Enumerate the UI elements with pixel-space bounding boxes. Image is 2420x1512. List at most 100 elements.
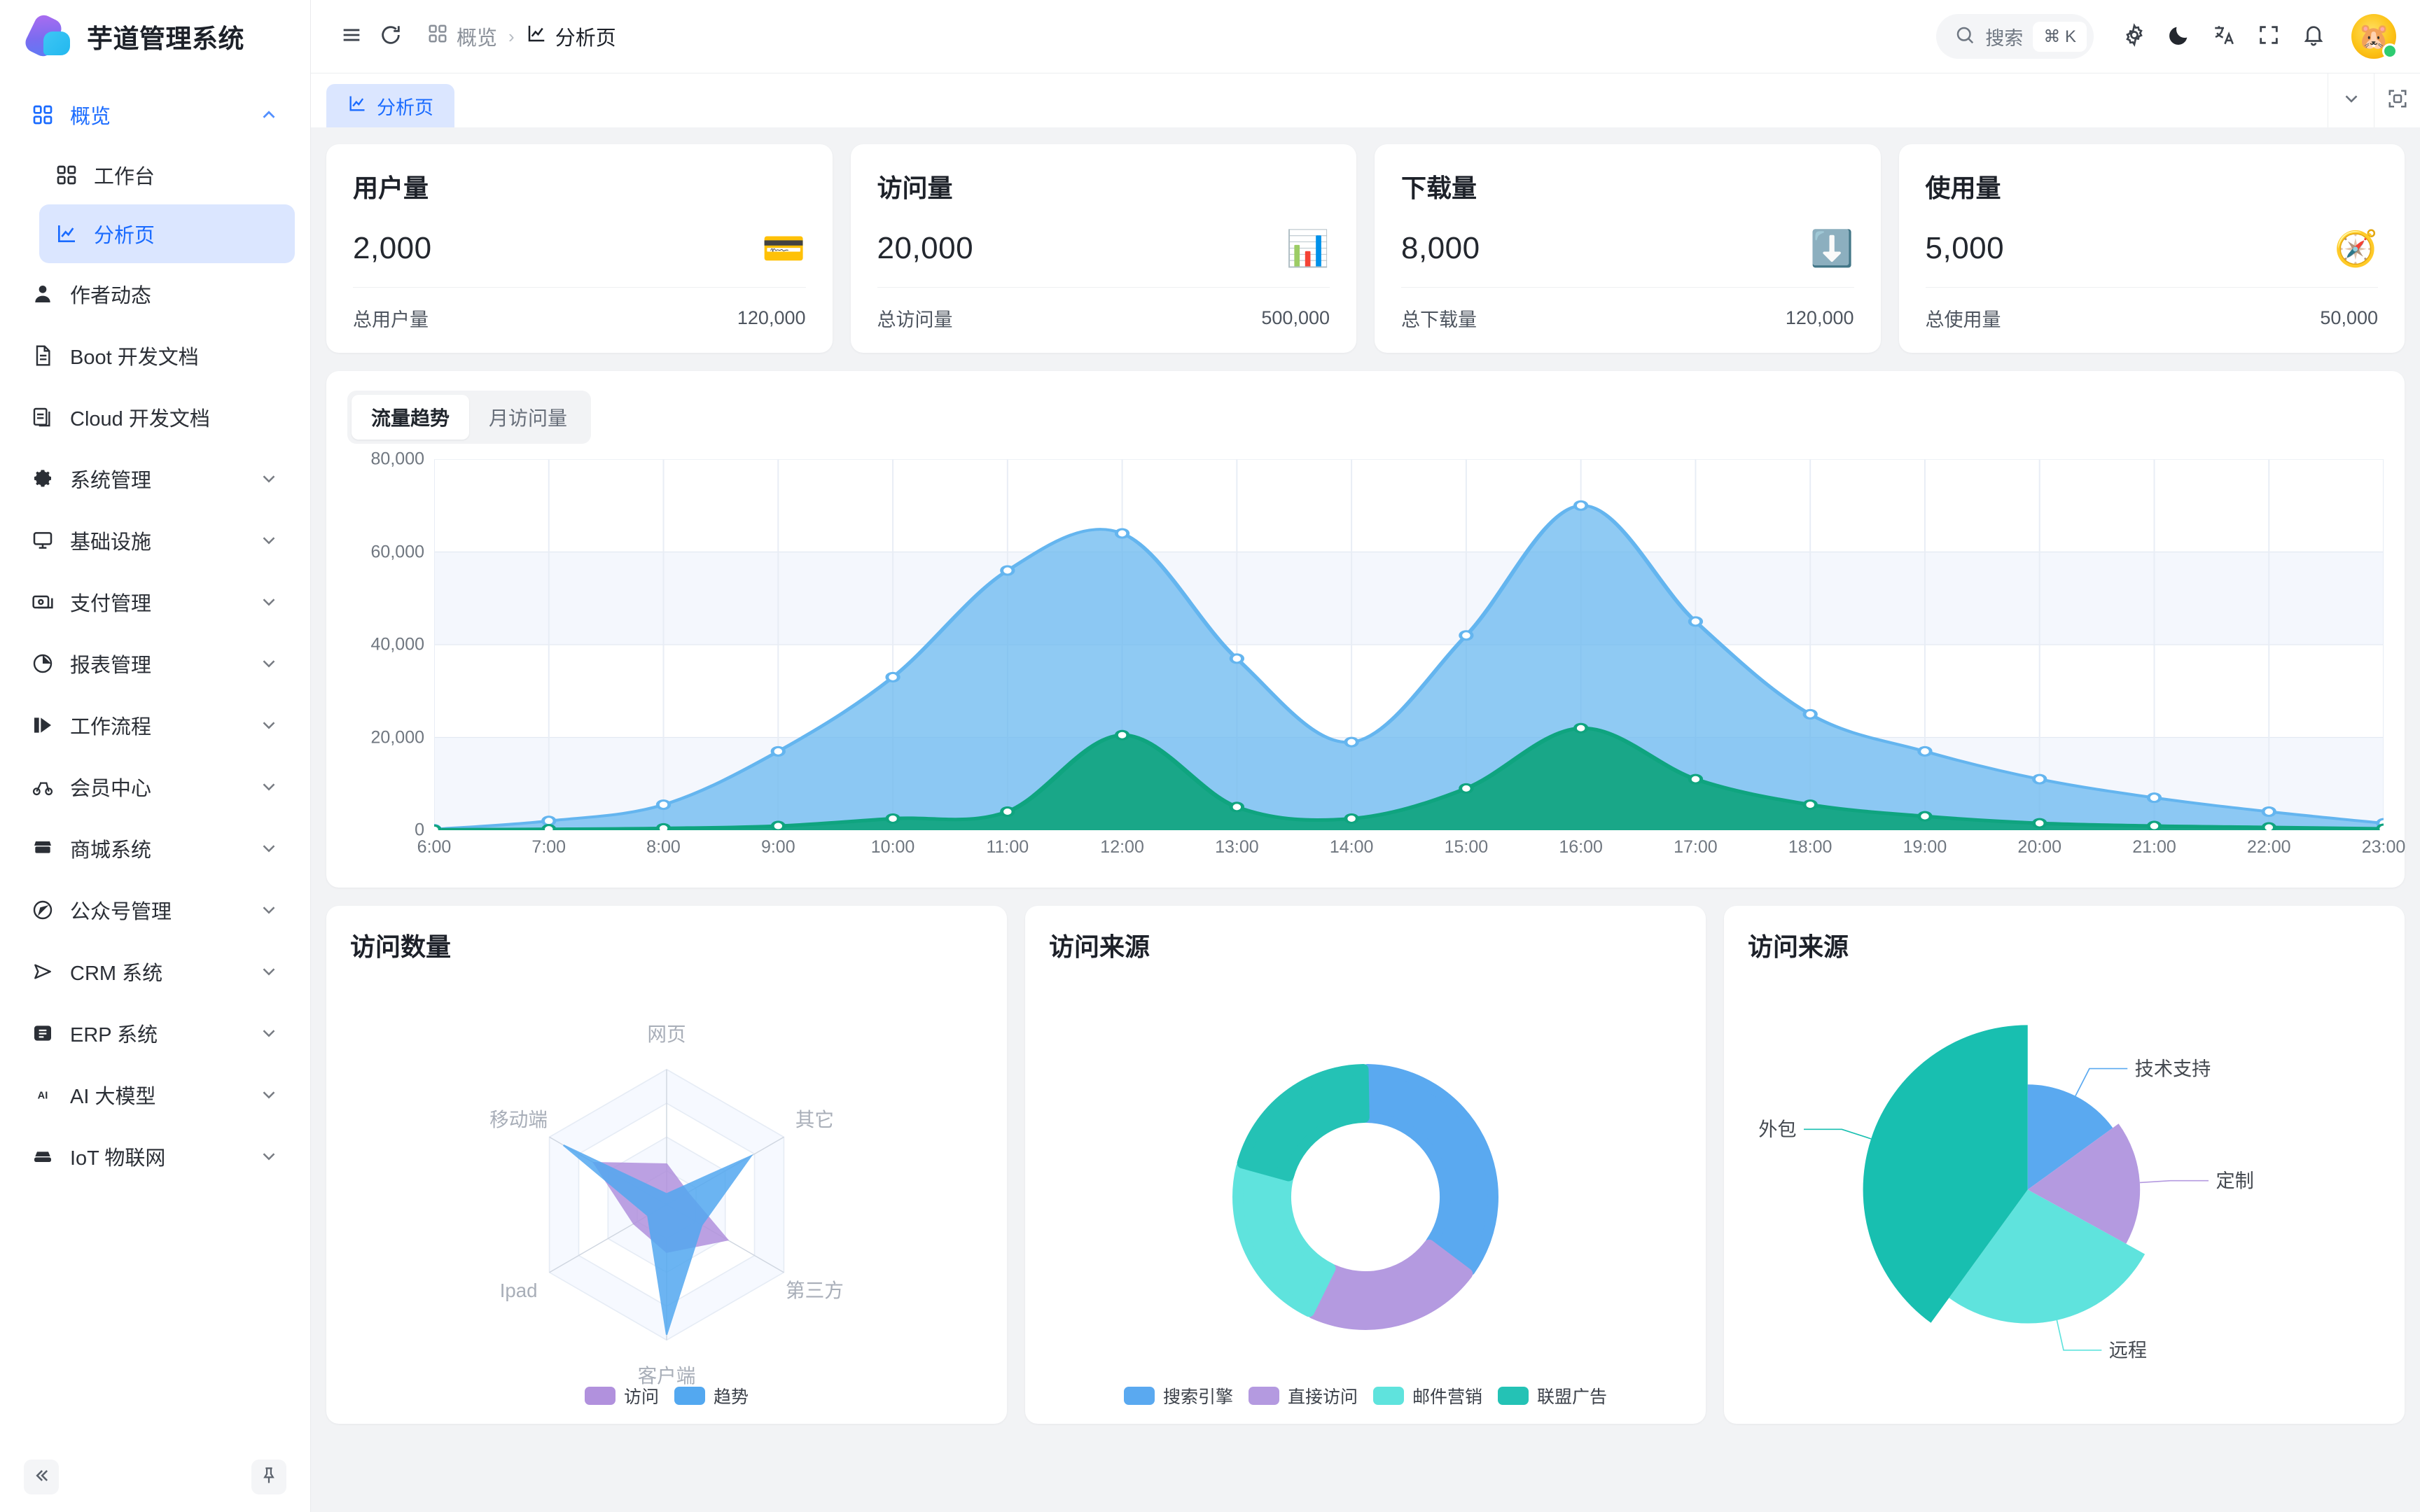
stat-title: 用户量 bbox=[353, 174, 429, 202]
fullscreen-button[interactable] bbox=[2249, 17, 2288, 56]
sidebar-item-label: 概览 bbox=[70, 106, 111, 128]
erp-icon bbox=[31, 1021, 55, 1045]
file-text-icon bbox=[31, 344, 55, 368]
legend-swatch bbox=[1248, 1387, 1279, 1405]
chevron-down-icon[interactable] bbox=[258, 838, 279, 859]
trend-tab-traffic[interactable]: 流量趋势 bbox=[352, 395, 470, 440]
language-button[interactable] bbox=[2204, 17, 2244, 56]
notifications-button[interactable] bbox=[2294, 17, 2333, 56]
tab-more-button[interactable] bbox=[2328, 74, 2374, 127]
breadcrumb: 概览 › 分析页 bbox=[427, 22, 616, 51]
sidebar-item-mp[interactable]: 公众号管理 bbox=[15, 879, 295, 941]
rose-slice[interactable] bbox=[2027, 1084, 2113, 1190]
sidebar-item-label: ERP 系统 bbox=[70, 1024, 158, 1046]
chevron-down-icon[interactable] bbox=[258, 592, 279, 612]
pin-sidebar-button[interactable] bbox=[251, 1460, 286, 1494]
sidebar-item-workflow[interactable]: 工作流程 bbox=[15, 694, 295, 756]
stat-foot-value: 50,000 bbox=[2320, 307, 2378, 328]
sidebar-item-iot[interactable]: IoT 物联网 bbox=[15, 1126, 295, 1187]
sidebar-item-erp[interactable]: ERP 系统 bbox=[15, 1002, 295, 1064]
monitor-icon bbox=[31, 528, 55, 552]
pie-chart-icon: 📊 bbox=[1286, 229, 1330, 268]
avatar[interactable]: 🐹 bbox=[2351, 14, 2398, 59]
search-button[interactable]: 搜索 ⌘ K bbox=[1936, 14, 2094, 59]
stat-card-downloads: 下载量 8,000 ⬇️ 总下载量 120,000 bbox=[1375, 144, 1881, 353]
content-maximize-button[interactable] bbox=[2374, 74, 2420, 127]
sidebar-item-label: AI 大模型 bbox=[70, 1086, 156, 1108]
donut-slice[interactable] bbox=[1232, 1162, 1336, 1317]
chevron-down-icon[interactable] bbox=[258, 776, 279, 797]
trend-tab-monthly[interactable]: 月访问量 bbox=[489, 407, 568, 429]
sidebar-item-overview[interactable]: 概览 bbox=[15, 84, 295, 146]
divider bbox=[353, 287, 806, 288]
sidebar-item-label: 分析页 bbox=[94, 225, 155, 247]
donut-slice[interactable] bbox=[1307, 1239, 1473, 1330]
legend-item[interactable]: 直接访问 bbox=[1248, 1383, 1358, 1408]
sidebar-item-cloud-docs[interactable]: Cloud 开发文档 bbox=[15, 386, 295, 448]
sidebar-item-label: 会员中心 bbox=[70, 778, 152, 800]
x-axis-tick: 12:00 bbox=[1100, 837, 1144, 857]
chevron-down-icon[interactable] bbox=[258, 653, 279, 674]
chevron-down-icon[interactable] bbox=[258, 1023, 279, 1044]
sidebar-item-report[interactable]: 报表管理 bbox=[15, 633, 295, 694]
store-icon bbox=[31, 836, 55, 860]
chevron-down-icon[interactable] bbox=[258, 899, 279, 920]
refresh-button[interactable] bbox=[371, 17, 410, 56]
grid-icon bbox=[55, 163, 78, 187]
stat-foot-label: 总下载量 bbox=[1401, 309, 1477, 330]
tab-analysis[interactable]: 分析页 bbox=[326, 84, 454, 127]
chevron-down-icon[interactable] bbox=[258, 468, 279, 489]
sidebar-item-ai[interactable]: AI AI 大模型 bbox=[15, 1064, 295, 1126]
sidebar-item-label: 支付管理 bbox=[70, 593, 152, 615]
legend-item[interactable]: 趋势 bbox=[674, 1383, 749, 1408]
sidebar-item-analysis[interactable]: 分析页 bbox=[39, 204, 295, 263]
chart-line-icon bbox=[55, 222, 78, 246]
sidebar-item-label: 公众号管理 bbox=[70, 901, 172, 923]
donut-slice[interactable] bbox=[1361, 1064, 1498, 1276]
sidebar-item-member[interactable]: 会员中心 bbox=[15, 756, 295, 818]
chevron-up-icon[interactable] bbox=[258, 104, 279, 125]
menu-toggle-button[interactable] bbox=[332, 17, 371, 56]
chevron-down-icon[interactable] bbox=[258, 715, 279, 736]
rose-slice[interactable] bbox=[1949, 1189, 2146, 1324]
sidebar-item-payment[interactable]: 支付管理 bbox=[15, 571, 295, 633]
card-title: 访问来源 bbox=[1049, 932, 1150, 961]
chevron-down-icon bbox=[2341, 88, 2362, 113]
sidebar-item-crm[interactable]: CRM 系统 bbox=[15, 941, 295, 1002]
gear-icon bbox=[31, 467, 55, 491]
x-axis-tick: 15:00 bbox=[1444, 837, 1489, 857]
chart-line-icon bbox=[347, 94, 367, 118]
legend-item[interactable]: 搜索引擎 bbox=[1123, 1383, 1233, 1408]
settings-button[interactable] bbox=[2115, 17, 2154, 56]
legend-item[interactable]: 邮件营销 bbox=[1373, 1383, 1482, 1408]
stat-card-usage: 使用量 5,000 🧭 总使用量 50,000 bbox=[1898, 144, 2405, 353]
chevron-down-icon[interactable] bbox=[258, 1084, 279, 1105]
sidebar-item-mall[interactable]: 商城系统 bbox=[15, 818, 295, 879]
files-icon bbox=[31, 405, 55, 429]
translate-icon bbox=[2212, 23, 2236, 50]
radar-axis-label: 客户端 bbox=[638, 1365, 696, 1387]
donut-slice[interactable] bbox=[1237, 1064, 1370, 1182]
sidebar-item-workbench[interactable]: 工作台 bbox=[39, 146, 295, 204]
rose-slice[interactable] bbox=[1863, 1025, 2028, 1323]
chevron-down-icon[interactable] bbox=[258, 961, 279, 982]
collapse-sidebar-button[interactable] bbox=[24, 1460, 59, 1494]
sidebar-item-author[interactable]: 作者动态 bbox=[15, 263, 295, 325]
breadcrumb-item-analysis[interactable]: 分析页 bbox=[526, 22, 616, 51]
x-axis-tick: 14:00 bbox=[1329, 837, 1374, 857]
brand[interactable]: 芋道管理系统 bbox=[0, 0, 310, 73]
breadcrumb-item-overview[interactable]: 概览 bbox=[427, 22, 497, 51]
sidebar-item-system[interactable]: 系统管理 bbox=[15, 448, 295, 510]
legend-item[interactable]: 访问 bbox=[584, 1383, 659, 1408]
chevron-down-icon[interactable] bbox=[258, 1146, 279, 1167]
dark-mode-button[interactable] bbox=[2160, 17, 2199, 56]
sidebar-item-boot-docs[interactable]: Boot 开发文档 bbox=[15, 325, 295, 386]
rose-slice[interactable] bbox=[2027, 1124, 2141, 1244]
sidebar-item-infrastructure[interactable]: 基础设施 bbox=[15, 510, 295, 571]
breadcrumb-separator: › bbox=[508, 25, 515, 47]
legend-swatch bbox=[1123, 1387, 1155, 1405]
chevron-down-icon[interactable] bbox=[258, 530, 279, 551]
hamburger-icon bbox=[340, 23, 363, 50]
x-axis-tick: 8:00 bbox=[646, 837, 681, 857]
legend-item[interactable]: 联盟广告 bbox=[1498, 1383, 1607, 1408]
